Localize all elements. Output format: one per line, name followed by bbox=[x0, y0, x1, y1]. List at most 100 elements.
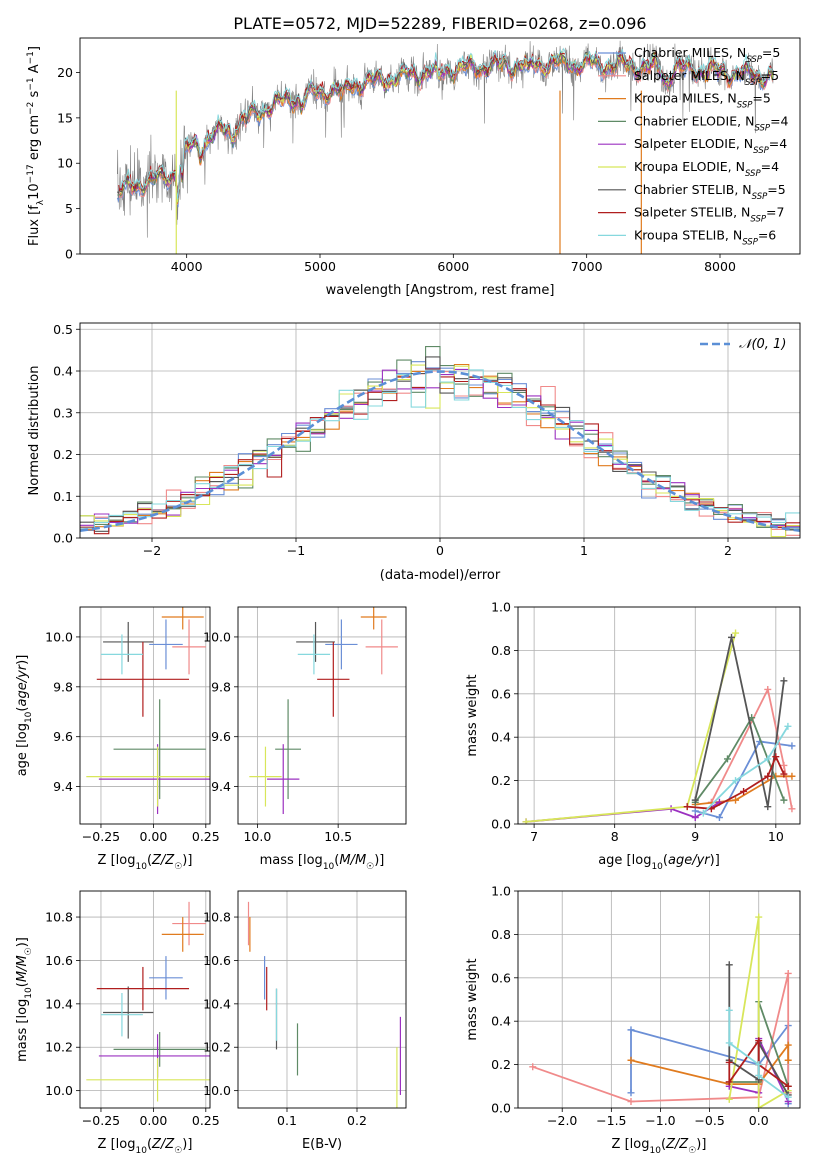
mass-weight-marker bbox=[723, 755, 731, 763]
axes-frame bbox=[79, 322, 801, 539]
mass-weight-series bbox=[728, 916, 789, 1108]
legend-label: Kroupa MILES, NSSP=5 bbox=[634, 91, 771, 111]
mass-weight-marker bbox=[732, 629, 740, 637]
y-tick-label: 1.0 bbox=[491, 600, 511, 615]
y-tick-label: 0.6 bbox=[491, 686, 511, 701]
mass-weight-marker bbox=[764, 803, 772, 811]
mass-weight-marker bbox=[755, 1071, 763, 1079]
x-tick-label: 4000 bbox=[171, 259, 203, 274]
mass-weight-series bbox=[710, 686, 793, 809]
x-axis-label: mass [log10(M/M☉)] bbox=[260, 853, 385, 872]
plot-area bbox=[249, 607, 398, 815]
x-axis-label: wavelength [Angstrom, rest frame] bbox=[326, 283, 555, 298]
x-tick-label: −0.25 bbox=[82, 1113, 120, 1128]
y-tick-label: 0.4 bbox=[53, 364, 73, 379]
mass-weight-marker bbox=[691, 807, 699, 815]
mass-weight-marker bbox=[784, 1082, 792, 1090]
mass-weight-marker bbox=[725, 1078, 733, 1086]
y-tick-label: 10.4 bbox=[203, 996, 231, 1011]
x-axis-label: (data-model)/error bbox=[380, 568, 501, 583]
mass-weight-series bbox=[526, 632, 737, 823]
mass-weight-marker bbox=[627, 1056, 635, 1064]
y-tick-label: 0.5 bbox=[53, 322, 73, 337]
y-tick-label: 9.8 bbox=[211, 679, 231, 694]
axes-frame bbox=[517, 890, 801, 1109]
y-tick-label: 10 bbox=[57, 156, 73, 171]
x-axis-label: age [log10(age/yr)] bbox=[598, 853, 720, 872]
mass-weight-marker bbox=[755, 1104, 763, 1108]
mass-weight-marker bbox=[755, 1037, 763, 1045]
mass-weight-marker bbox=[780, 796, 788, 804]
panel-mass-vs-Z: −0.25 0.00 0.25 10.0 10.2 10.4 10.6 10.8 Z [log1… bbox=[15, 890, 220, 1156]
y-tick-label: 9.8 bbox=[53, 679, 73, 694]
panel-residuals: −2 −1 0 1 2 0.0 0.1 0.2 0.3 0.4 0.5 𝒩(0, 1) (data-mo… bbox=[27, 322, 801, 583]
mass-weight-marker bbox=[784, 722, 792, 730]
legend-label: 𝒩(0, 1) bbox=[739, 337, 786, 352]
mass-weight-marker bbox=[691, 796, 699, 804]
y-tick-label: 1.0 bbox=[491, 884, 511, 899]
x-axis-label: Z [log10(Z/Z☉)] bbox=[98, 853, 193, 872]
y-tick-label: 0.2 bbox=[491, 773, 511, 788]
y-tick-label: 10.2 bbox=[45, 1040, 73, 1055]
mass-weight-marker bbox=[784, 1056, 792, 1064]
y-tick-label: 10.6 bbox=[45, 953, 73, 968]
mass-weight-marker bbox=[755, 1061, 763, 1069]
mass-weight-series bbox=[702, 725, 789, 814]
mass-weight-marker bbox=[683, 803, 691, 811]
legend-label: Chabrier STELIB, NSSP=5 bbox=[634, 182, 786, 202]
x-tick-label: 1 bbox=[580, 543, 588, 558]
mass-weight-marker bbox=[707, 805, 715, 813]
y-tick-label: 0.0 bbox=[491, 817, 511, 832]
legend-label: Chabrier ELODIE, NSSP=4 bbox=[634, 113, 789, 133]
panel-age-vs-Z: −0.25 0.00 0.25 9.4 9.6 9.8 10.0 Z [log10(Z/Z☉)… bbox=[15, 606, 220, 872]
y-tick-label: 0.2 bbox=[53, 447, 73, 462]
x-axis-label: E(B-V) bbox=[302, 1137, 342, 1152]
mass-weight-marker bbox=[728, 633, 736, 641]
x-tick-label: −1 bbox=[287, 543, 305, 558]
y-axis-label: Flux [fλ10−17 erg cm−2 s−1 A−1] bbox=[26, 46, 46, 246]
mass-weight-marker bbox=[764, 685, 772, 693]
y-tick-label: 10.6 bbox=[203, 953, 231, 968]
figure-title: PLATE=0572, MJD=52289, FIBERID=0268, z=0… bbox=[233, 14, 646, 33]
x-tick-label: 0.00 bbox=[139, 1113, 167, 1128]
mass-weight-marker bbox=[732, 777, 740, 785]
plot-area bbox=[522, 629, 796, 824]
y-tick-label: 10.0 bbox=[45, 1083, 73, 1098]
mass-weight-marker bbox=[725, 961, 733, 969]
y-tick-label: 9.4 bbox=[211, 779, 231, 794]
y-tick-label: 0.4 bbox=[491, 1014, 511, 1029]
x-tick-label: 5000 bbox=[304, 259, 336, 274]
y-axis-label: Normed distribution bbox=[27, 366, 42, 496]
residual-histogram bbox=[80, 364, 800, 538]
axes-frame bbox=[237, 890, 407, 1109]
legend-label: Salpeter STELIB, NSSP=7 bbox=[634, 205, 784, 225]
plot-area bbox=[529, 913, 792, 1108]
y-tick-label: 10.0 bbox=[45, 629, 73, 644]
y-tick-label: 0 bbox=[65, 247, 73, 262]
x-axis-label: Z [log10(Z/Z☉)] bbox=[612, 1137, 707, 1156]
mass-weight-marker bbox=[627, 1089, 635, 1097]
mass-weight-series bbox=[694, 637, 785, 807]
x-tick-label: 0.25 bbox=[192, 829, 220, 844]
mass-weight-marker bbox=[627, 1026, 635, 1034]
x-tick-label: 7000 bbox=[571, 259, 603, 274]
legend: Chabrier MILES, NSSP=5 Salpeter MILES, NS… bbox=[598, 45, 789, 247]
x-tick-label: 7 bbox=[530, 829, 538, 844]
mass-weight-marker bbox=[522, 818, 530, 824]
panel-mass-weight-vs-Z: −2.0 −1.5 −1.0 −0.5 0.0 0.0 0.2 0.4 0.6 0.8 1.0 Z [… bbox=[465, 884, 801, 1156]
x-tick-label: −0.25 bbox=[82, 829, 120, 844]
mass-weight-marker bbox=[715, 813, 723, 821]
y-tick-label: 0.8 bbox=[491, 643, 511, 658]
y-tick-label: 0.4 bbox=[491, 730, 511, 745]
mass-weight-marker bbox=[788, 805, 796, 813]
panel-mass-vs-EBV: 0.1 0.2 10.0 10.2 10.4 10.6 10.8 E(B-V) bbox=[203, 890, 407, 1152]
y-tick-label: 0.0 bbox=[491, 1101, 511, 1116]
x-tick-label: −1.5 bbox=[596, 1113, 626, 1128]
mass-weight-marker bbox=[755, 913, 763, 921]
y-tick-label: 0.6 bbox=[491, 970, 511, 985]
residual-histogram bbox=[80, 369, 800, 529]
axes-frame bbox=[79, 606, 211, 825]
x-tick-label: 0.2 bbox=[347, 1113, 367, 1128]
x-tick-label: 6000 bbox=[437, 259, 469, 274]
mass-weight-marker bbox=[780, 761, 788, 769]
